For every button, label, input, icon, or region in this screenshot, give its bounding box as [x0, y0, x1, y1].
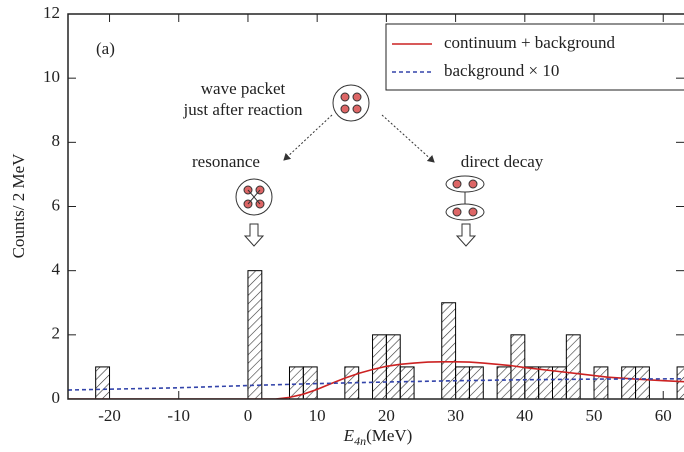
diagram [235, 84, 485, 247]
y-axis-label: Counts/ 2 MeV [9, 153, 28, 259]
x-tick-label: 50 [586, 406, 603, 425]
x-tick-label: -20 [98, 406, 121, 425]
series-line [68, 377, 684, 391]
legend-label: background × 10 [444, 61, 559, 80]
x-axis-label: E4n(MeV) [343, 426, 413, 448]
x-tick-label: 30 [447, 406, 464, 425]
series-line [68, 360, 684, 399]
x-tick-label: 10 [309, 406, 326, 425]
bar [593, 366, 609, 399]
bar [399, 366, 415, 399]
annotation: resonance [192, 152, 260, 171]
y-tick-label: 2 [52, 324, 61, 343]
x-tick-label: 60 [655, 406, 672, 425]
bar [496, 366, 512, 399]
legend: continuum + background background × 10 [392, 33, 616, 80]
x-tick-label: 20 [378, 406, 395, 425]
bar [676, 366, 684, 399]
y-tick-label: 6 [52, 195, 61, 214]
bar [538, 366, 553, 399]
bar [635, 366, 650, 399]
bar [468, 366, 484, 399]
y-tick-label: 10 [43, 67, 60, 86]
bar [441, 302, 457, 399]
plot-area [68, 270, 684, 399]
bar [621, 366, 637, 399]
legend-label: continuum + background [444, 33, 616, 52]
y-tick-label: 0 [52, 388, 61, 407]
x-tick-label: -10 [167, 406, 190, 425]
bar [455, 366, 470, 399]
bar [524, 366, 540, 399]
annotation: direct decay [461, 152, 544, 171]
bar [247, 270, 263, 399]
bar [385, 334, 401, 399]
bar [565, 334, 581, 399]
annotation: wave packet [201, 79, 286, 98]
x-axis-subscript: 4n [354, 434, 366, 448]
y-tick-label: 12 [43, 3, 60, 22]
x-tick-label: 0 [244, 406, 253, 425]
bar [95, 366, 111, 399]
annotation: just after reaction [183, 100, 303, 119]
x-axis-symbol: E [343, 426, 355, 445]
x-tick-label: 40 [516, 406, 533, 425]
y-tick-label: 8 [52, 131, 61, 150]
panel-label: (a) [96, 39, 115, 58]
y-tick-label: 4 [52, 260, 61, 279]
legend-box [385, 23, 684, 91]
x-axis-unit: (MeV) [366, 426, 412, 445]
